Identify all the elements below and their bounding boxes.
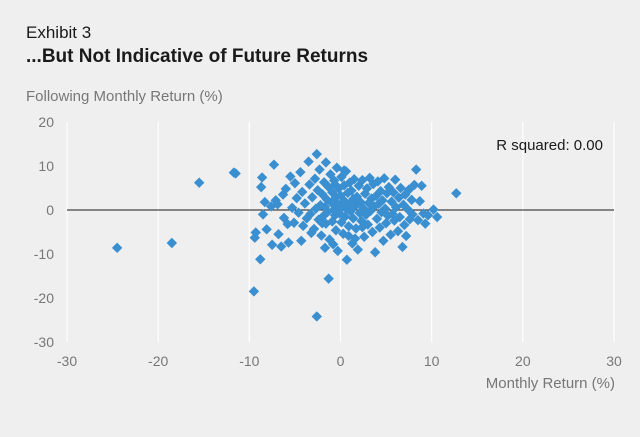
x-tick-label: -20 (148, 353, 168, 369)
data-point (269, 159, 279, 169)
data-point (321, 157, 331, 167)
data-point (378, 236, 388, 246)
data-point (167, 238, 177, 248)
data-point (370, 247, 380, 257)
x-tick-label: -30 (57, 353, 77, 369)
data-point (415, 196, 425, 206)
data-points (112, 149, 462, 322)
data-point (273, 229, 283, 239)
data-point (300, 198, 310, 208)
data-point (397, 242, 407, 252)
data-point (295, 167, 305, 177)
x-tick-label: 20 (515, 353, 531, 369)
y-tick-label: -30 (34, 334, 54, 350)
data-point (257, 172, 267, 182)
data-point (256, 182, 266, 192)
data-point (303, 156, 313, 166)
y-tick-label: -10 (34, 246, 54, 262)
x-tick-label: -10 (239, 353, 259, 369)
data-point (359, 232, 369, 242)
x-axis-label: Monthly Return (%) (486, 375, 615, 392)
x-tick-label: 10 (424, 353, 440, 369)
data-point (194, 178, 204, 188)
data-point (255, 254, 265, 264)
data-point (401, 231, 411, 241)
x-tick-label: 30 (606, 353, 622, 369)
data-point (312, 311, 322, 321)
y-tick-label: 10 (38, 158, 54, 174)
data-point (267, 240, 277, 250)
data-point (249, 286, 259, 296)
r-squared-annotation: R squared: 0.00 (496, 137, 603, 154)
data-point (296, 236, 306, 246)
data-point (261, 224, 271, 234)
data-point (258, 209, 268, 219)
data-point (416, 181, 426, 191)
y-tick-label: 20 (38, 114, 54, 130)
data-point (312, 149, 322, 159)
y-tick-label: -20 (34, 290, 54, 306)
y-tick-label: 0 (46, 202, 54, 218)
y-tick-labels: 20 10 0 -10 -20 -30 (34, 114, 54, 350)
data-point (342, 255, 352, 265)
x-tick-labels: -30 -20 -10 0 10 20 30 (57, 353, 622, 369)
data-point (451, 188, 461, 198)
data-point (411, 164, 421, 174)
data-point (112, 243, 122, 253)
data-point (314, 164, 324, 174)
data-point (307, 192, 317, 202)
data-point (323, 273, 333, 283)
data-point (390, 174, 400, 184)
x-tick-label: 0 (337, 353, 345, 369)
